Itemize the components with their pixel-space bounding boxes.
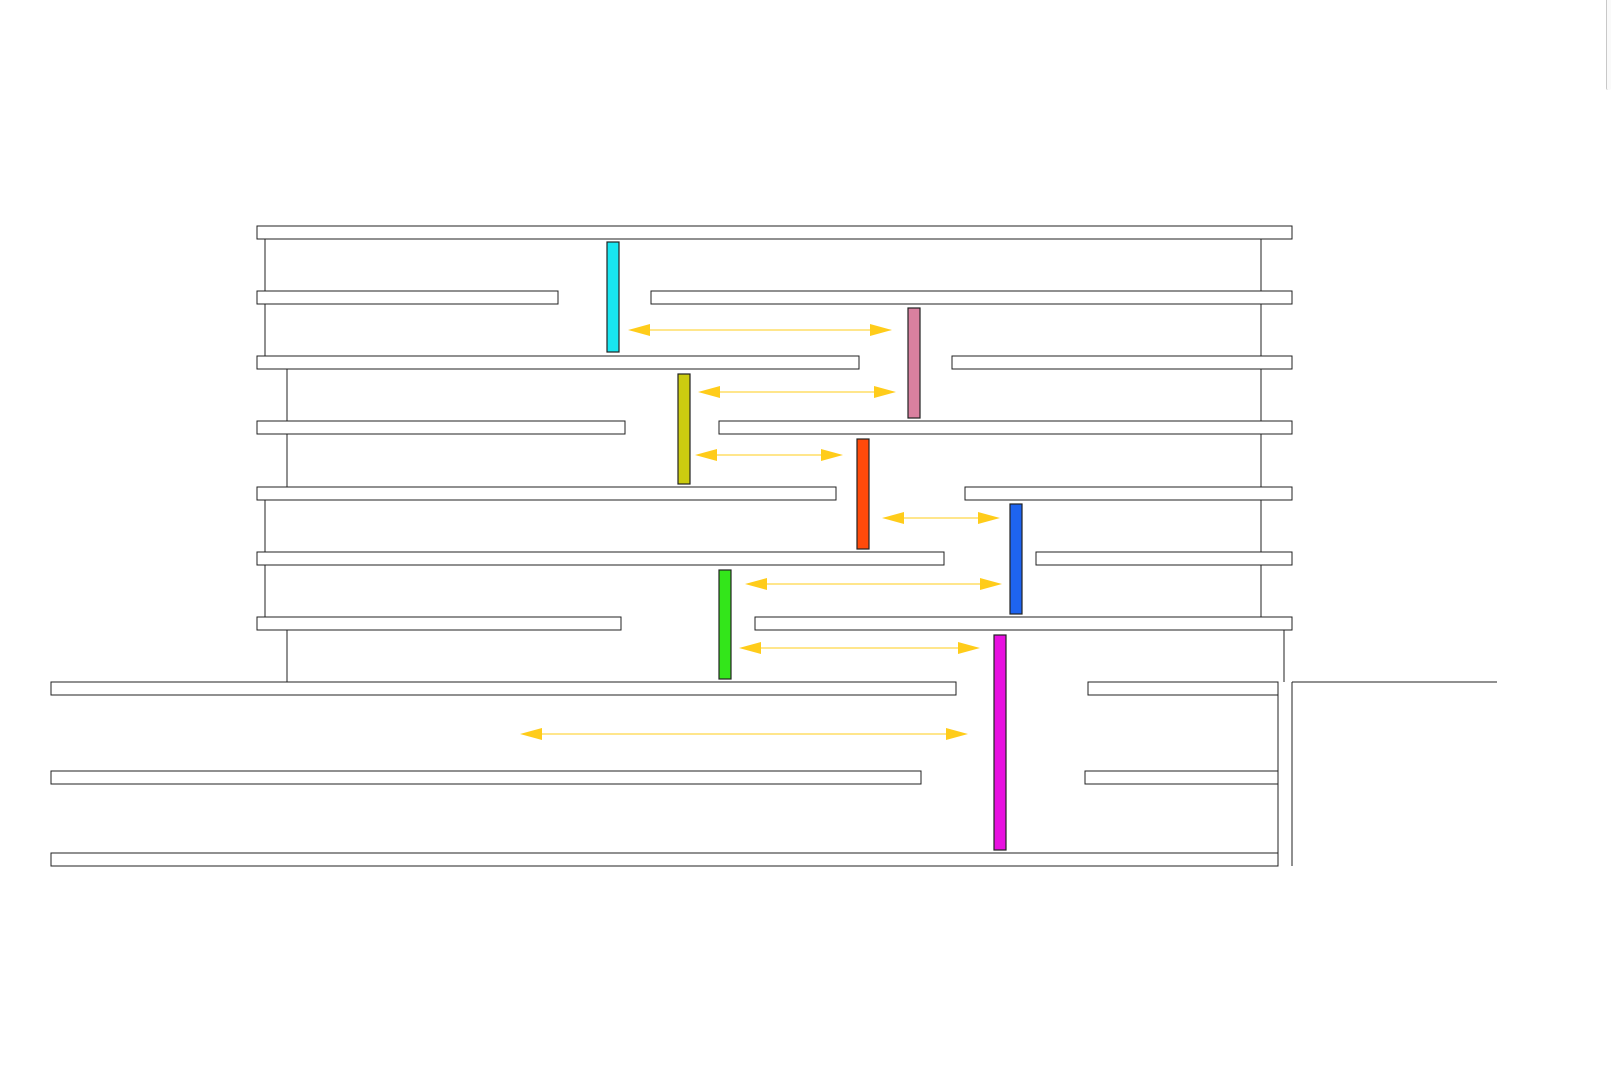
arrow-head-right	[821, 449, 843, 461]
arrow-head-left	[628, 324, 650, 336]
double-arrow	[882, 512, 1000, 524]
arrow-head-right	[874, 386, 896, 398]
arrow-head-left	[520, 728, 542, 740]
wall-group	[50, 225, 1293, 867]
arrow-head-left	[745, 578, 767, 590]
scrollbar[interactable]	[1606, 0, 1612, 95]
wall-shelf	[1035, 551, 1293, 566]
red-slider[interactable]	[856, 438, 870, 550]
wall-shelf	[256, 420, 626, 435]
arrow-head-right	[946, 728, 968, 740]
wall-shelf	[964, 486, 1293, 501]
arrow-head-left	[698, 386, 720, 398]
double-arrow	[628, 324, 892, 336]
arrow-head-left	[882, 512, 904, 524]
wall-shelf	[256, 225, 1293, 240]
magenta-slider[interactable]	[993, 634, 1007, 851]
wall-shelf	[754, 616, 1293, 631]
connector-group	[264, 239, 1497, 866]
double-arrow	[695, 449, 843, 461]
yellow-slider[interactable]	[677, 373, 691, 485]
arrow-group	[520, 324, 1002, 740]
arrow-head-left	[739, 642, 761, 654]
arrow-head-right	[958, 642, 980, 654]
green-slider[interactable]	[718, 569, 732, 680]
arrow-head-left	[695, 449, 717, 461]
arrow-head-right	[978, 512, 1000, 524]
blue-slider[interactable]	[1009, 503, 1023, 615]
wall-shelf	[256, 551, 945, 566]
pink-slider[interactable]	[907, 307, 921, 419]
double-arrow	[745, 578, 1002, 590]
double-arrow	[520, 728, 968, 740]
wall-shelf	[951, 355, 1293, 370]
double-arrow	[739, 642, 980, 654]
wall-shelf	[718, 420, 1293, 435]
wall-shelf	[50, 770, 922, 785]
slider-group[interactable]	[606, 241, 1023, 851]
cyan-slider[interactable]	[606, 241, 620, 353]
wall-shelf	[650, 290, 1293, 305]
wall-shelf	[1087, 681, 1279, 696]
wall-shelf	[256, 355, 860, 370]
wall-shelf	[50, 681, 957, 696]
scrollbar-thumb[interactable]	[1606, 0, 1611, 90]
wall-shelf	[256, 290, 559, 305]
wall-shelf	[256, 616, 622, 631]
arrow-head-right	[980, 578, 1002, 590]
wall-shelf	[50, 852, 1279, 867]
wall-shelf	[256, 486, 837, 501]
arrow-head-right	[870, 324, 892, 336]
double-arrow	[698, 386, 896, 398]
wall-shelf	[1084, 770, 1279, 785]
